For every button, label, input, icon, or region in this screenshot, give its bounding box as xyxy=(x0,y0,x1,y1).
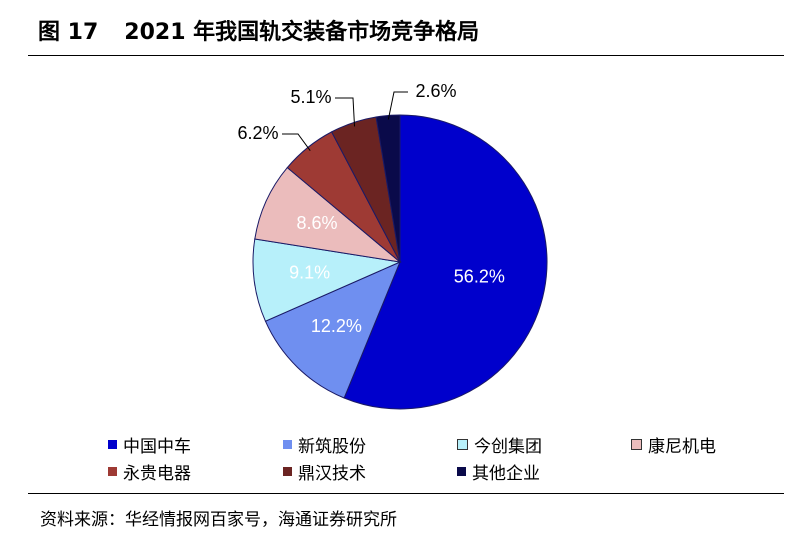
figure-number: 图 17 xyxy=(38,20,99,45)
slice-label-1: 56.2% xyxy=(454,266,505,286)
pie-slice-3 xyxy=(252,238,402,322)
leader-line-6 xyxy=(335,97,356,127)
slice-label-6: 5.1% xyxy=(290,87,331,107)
top-rule xyxy=(28,55,784,56)
slice-label-7: 2.6% xyxy=(415,81,456,101)
leader-line-5 xyxy=(282,133,311,151)
bottom-rule xyxy=(28,493,784,494)
source-note: 资料来源：华经情报网百家号，海通证券研究所 xyxy=(40,510,397,530)
slice-label-5: 6.2% xyxy=(237,123,278,143)
slice-label-2: 12.2% xyxy=(311,316,362,336)
leader-line-7 xyxy=(387,91,408,120)
chart-title: 2021 年我国轨交装备市场竞争格局 xyxy=(124,20,480,45)
figure-title: 图 17 2021 年我国轨交装备市场竞争格局 xyxy=(38,14,479,46)
slice-label-4: 8.6% xyxy=(297,213,338,233)
pie-slice-2 xyxy=(264,261,401,399)
slice-label-3: 9.1% xyxy=(289,262,330,282)
pie-slice-7 xyxy=(375,114,401,263)
pie-slice-1 xyxy=(343,114,548,410)
